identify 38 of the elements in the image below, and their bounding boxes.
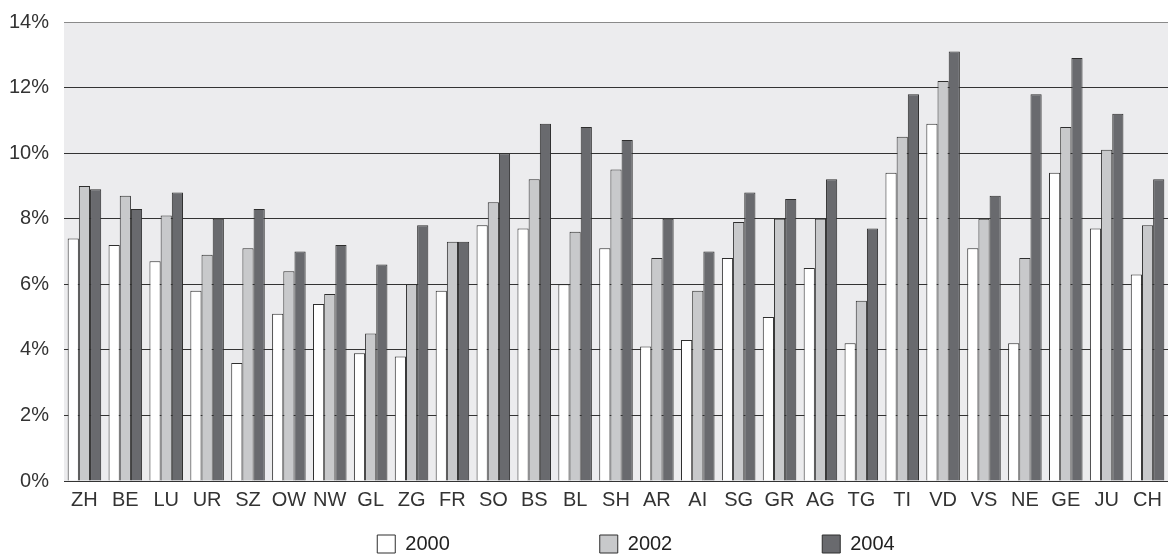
x-tick-label: SH: [602, 487, 630, 510]
x-tick-label: SO: [478, 487, 508, 510]
x-tick-label: BS: [520, 487, 548, 510]
x-tick-label: LU: [153, 487, 180, 510]
x-tick-label: GL: [357, 487, 385, 510]
x-tick-label: ZH: [71, 487, 98, 510]
x-tick-label: OW: [271, 487, 307, 510]
x-tick-label: GR: [764, 487, 795, 510]
y-tick-label: 2%: [20, 402, 50, 425]
x-tick-label: TI: [893, 487, 912, 510]
x-tick-label: TG: [847, 487, 876, 510]
x-tick-label: BE: [111, 487, 139, 510]
x-tick-label: AR: [642, 487, 671, 510]
x-tick-label: ZG: [397, 487, 426, 510]
x-tick-label: NE: [1010, 487, 1039, 510]
x-tick-label: BL: [562, 487, 588, 510]
y-tick-label: 12%: [8, 75, 50, 98]
x-tick-label: UR: [192, 487, 222, 510]
legend-label: 2002: [627, 531, 673, 554]
legend-label: 2000: [405, 531, 450, 554]
x-tick-label: VS: [970, 487, 998, 510]
y-tick-label: 10%: [8, 140, 50, 163]
x-tick-label: CH: [1133, 487, 1162, 510]
y-tick-label: 14%: [8, 9, 50, 32]
y-tick-label: 0%: [20, 468, 50, 491]
x-tick-label: AI: [688, 487, 708, 510]
x-tick-label: SZ: [235, 487, 261, 510]
y-tick-label: 8%: [20, 206, 50, 229]
x-tick-label: NW: [313, 487, 347, 510]
x-tick-label: JU: [1094, 487, 1119, 510]
x-tick-label: AG: [805, 487, 835, 510]
y-tick-label: 4%: [20, 337, 50, 360]
y-tick-label: 6%: [20, 271, 50, 294]
x-tick-label: GE: [1051, 487, 1081, 510]
x-tick-label: SG: [724, 487, 754, 510]
x-tick-label: FR: [439, 487, 466, 510]
legend-label: 2004: [850, 531, 895, 554]
x-tick-label: VD: [929, 487, 958, 510]
